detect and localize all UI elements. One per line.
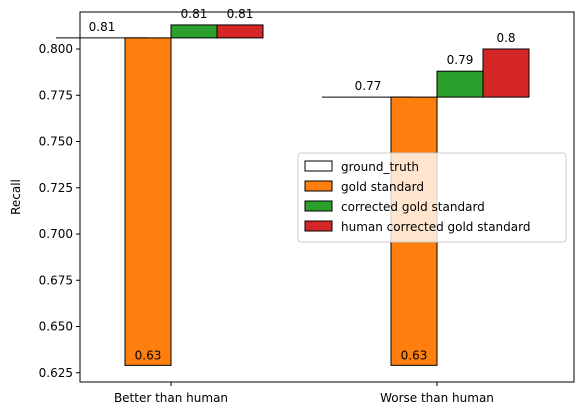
data-label: 0.77 bbox=[355, 79, 382, 93]
legend-swatch bbox=[304, 220, 333, 232]
data-label: 0.63 bbox=[401, 348, 428, 362]
axes-layer: 0.625 0.650 0.675 0.700 0.725 0.750 0.775 0.800… bbox=[39, 42, 494, 405]
y-tick-label: 0.800 bbox=[39, 42, 73, 56]
legend-swatch bbox=[304, 160, 333, 172]
legend-swatch bbox=[304, 200, 333, 212]
data-label: 0.8 bbox=[496, 31, 515, 45]
data-label: 0.79 bbox=[447, 53, 474, 67]
legend-entry-label: gold standard bbox=[341, 180, 424, 194]
x-tick-label: Worse than human bbox=[380, 391, 494, 405]
legend-entry-label: ground_truth bbox=[341, 160, 419, 174]
data-label: 0.81 bbox=[181, 7, 208, 21]
y-tick-label: 0.675 bbox=[39, 273, 73, 287]
legend-swatch bbox=[304, 180, 333, 192]
y-tick-label: 0.700 bbox=[39, 227, 73, 241]
legend-entry-label: corrected gold standard bbox=[341, 200, 485, 214]
y-tick-label: 0.725 bbox=[39, 181, 73, 195]
data-label: 0.81 bbox=[227, 7, 254, 21]
y-tick-label: 0.775 bbox=[39, 88, 73, 102]
x-tick-label: Better than human bbox=[114, 391, 228, 405]
y-tick-label: 0.650 bbox=[39, 320, 73, 334]
bar-human-corrected-gold-standard-0 bbox=[216, 24, 264, 39]
y-axis-label: Recall bbox=[9, 179, 23, 215]
bar-human-corrected-gold-standard-1 bbox=[482, 48, 530, 98]
data-label: 0.81 bbox=[89, 20, 116, 34]
y-tick-label: 0.750 bbox=[39, 135, 73, 149]
legend-box bbox=[297, 152, 567, 243]
legend-entry-label: human corrected gold standard bbox=[341, 220, 530, 234]
bar-corrected-gold-standard-0 bbox=[170, 24, 218, 39]
bar-gold-standard-0 bbox=[124, 37, 172, 366]
bar-corrected-gold-standard-1 bbox=[436, 70, 484, 98]
y-tick-label: 0.625 bbox=[39, 366, 73, 380]
data-label: 0.63 bbox=[135, 348, 162, 362]
plot-frame bbox=[79, 11, 575, 383]
